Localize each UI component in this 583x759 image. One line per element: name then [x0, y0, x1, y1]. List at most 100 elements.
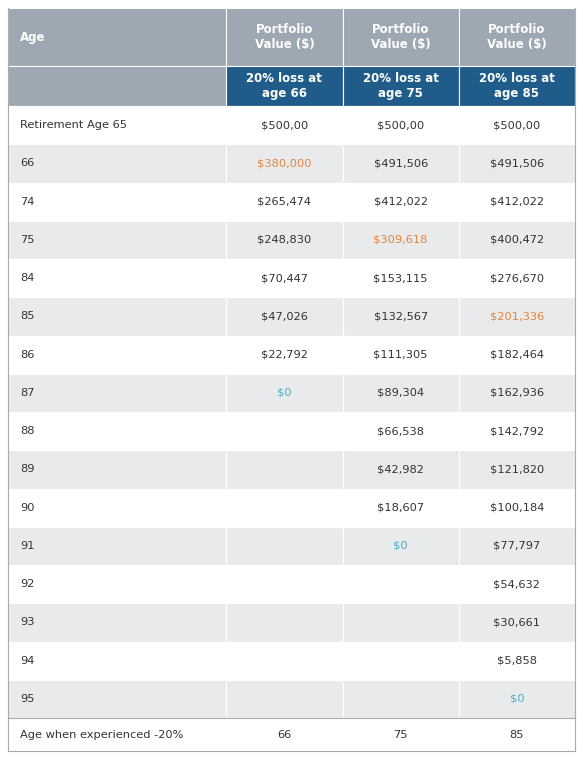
- Bar: [8, 8, 226, 66]
- Bar: [459, 373, 575, 412]
- Text: 75: 75: [394, 729, 408, 739]
- Bar: [8, 373, 226, 412]
- Text: $412,022: $412,022: [490, 197, 544, 206]
- Text: 20% loss at
age 85: 20% loss at age 85: [479, 72, 555, 100]
- Bar: [343, 182, 459, 221]
- Bar: [343, 527, 459, 565]
- Text: 94: 94: [20, 656, 34, 666]
- Bar: [459, 106, 575, 144]
- Bar: [459, 335, 575, 373]
- Text: 20% loss at
age 75: 20% loss at age 75: [363, 72, 438, 100]
- Text: $201,336: $201,336: [490, 311, 544, 321]
- Bar: [226, 641, 343, 680]
- Bar: [226, 680, 343, 718]
- Text: $500,00: $500,00: [493, 120, 540, 130]
- Bar: [8, 565, 226, 603]
- Bar: [8, 182, 226, 221]
- Text: 91: 91: [20, 541, 34, 551]
- Bar: [459, 680, 575, 718]
- Bar: [343, 718, 459, 751]
- Bar: [226, 565, 343, 603]
- Bar: [343, 450, 459, 489]
- Bar: [8, 259, 226, 298]
- Text: 88: 88: [20, 426, 34, 436]
- Text: 66: 66: [20, 159, 34, 168]
- Bar: [459, 8, 575, 66]
- Bar: [226, 373, 343, 412]
- Text: $153,115: $153,115: [373, 273, 428, 283]
- Text: $276,670: $276,670: [490, 273, 544, 283]
- Bar: [226, 489, 343, 527]
- Bar: [459, 565, 575, 603]
- Text: $0: $0: [510, 694, 524, 704]
- Bar: [343, 373, 459, 412]
- Text: $491,506: $491,506: [374, 159, 428, 168]
- Text: $380,000: $380,000: [257, 159, 312, 168]
- Bar: [459, 718, 575, 751]
- Bar: [343, 259, 459, 298]
- Bar: [226, 144, 343, 182]
- Text: Retirement Age 65: Retirement Age 65: [20, 120, 127, 130]
- Text: $491,506: $491,506: [490, 159, 544, 168]
- Text: $142,792: $142,792: [490, 426, 544, 436]
- Bar: [459, 298, 575, 335]
- Bar: [226, 259, 343, 298]
- Text: $500,00: $500,00: [261, 120, 308, 130]
- Text: $42,982: $42,982: [377, 465, 424, 474]
- Text: $77,797: $77,797: [493, 541, 540, 551]
- Bar: [343, 641, 459, 680]
- Text: $182,464: $182,464: [490, 350, 544, 360]
- Text: 89: 89: [20, 465, 34, 474]
- Text: $121,820: $121,820: [490, 465, 544, 474]
- Text: $54,632: $54,632: [493, 579, 540, 589]
- Bar: [343, 603, 459, 641]
- Text: $248,830: $248,830: [257, 235, 311, 245]
- Text: $0: $0: [277, 388, 292, 398]
- Text: $66,538: $66,538: [377, 426, 424, 436]
- Bar: [226, 450, 343, 489]
- Text: Age: Age: [20, 30, 45, 43]
- Bar: [8, 489, 226, 527]
- Bar: [226, 718, 343, 751]
- Bar: [459, 412, 575, 450]
- Bar: [8, 412, 226, 450]
- Bar: [226, 106, 343, 144]
- Bar: [343, 144, 459, 182]
- Bar: [459, 182, 575, 221]
- Text: Portfolio
Value ($): Portfolio Value ($): [255, 23, 314, 51]
- Text: Portfolio
Value ($): Portfolio Value ($): [371, 23, 430, 51]
- Bar: [459, 144, 575, 182]
- Text: 75: 75: [20, 235, 34, 245]
- Bar: [459, 603, 575, 641]
- Text: $265,474: $265,474: [258, 197, 311, 206]
- Bar: [8, 641, 226, 680]
- Text: 95: 95: [20, 694, 34, 704]
- Bar: [8, 335, 226, 373]
- Text: 86: 86: [20, 350, 34, 360]
- Bar: [343, 298, 459, 335]
- Bar: [8, 527, 226, 565]
- Bar: [226, 335, 343, 373]
- Bar: [8, 603, 226, 641]
- Bar: [459, 489, 575, 527]
- Text: 90: 90: [20, 502, 34, 512]
- Text: Age when experienced -20%: Age when experienced -20%: [20, 729, 184, 739]
- Text: $30,661: $30,661: [493, 617, 540, 628]
- Text: Portfolio
Value ($): Portfolio Value ($): [487, 23, 547, 51]
- Bar: [8, 144, 226, 182]
- Text: $0: $0: [394, 541, 408, 551]
- Bar: [226, 221, 343, 259]
- Text: 85: 85: [20, 311, 34, 321]
- Bar: [343, 565, 459, 603]
- Bar: [343, 66, 459, 106]
- Text: $412,022: $412,022: [374, 197, 428, 206]
- Bar: [8, 106, 226, 144]
- Text: $5,858: $5,858: [497, 656, 537, 666]
- Text: $132,567: $132,567: [374, 311, 428, 321]
- Text: $111,305: $111,305: [373, 350, 428, 360]
- Text: 66: 66: [278, 729, 292, 739]
- Text: 74: 74: [20, 197, 34, 206]
- Text: 93: 93: [20, 617, 34, 628]
- Bar: [343, 489, 459, 527]
- Bar: [226, 527, 343, 565]
